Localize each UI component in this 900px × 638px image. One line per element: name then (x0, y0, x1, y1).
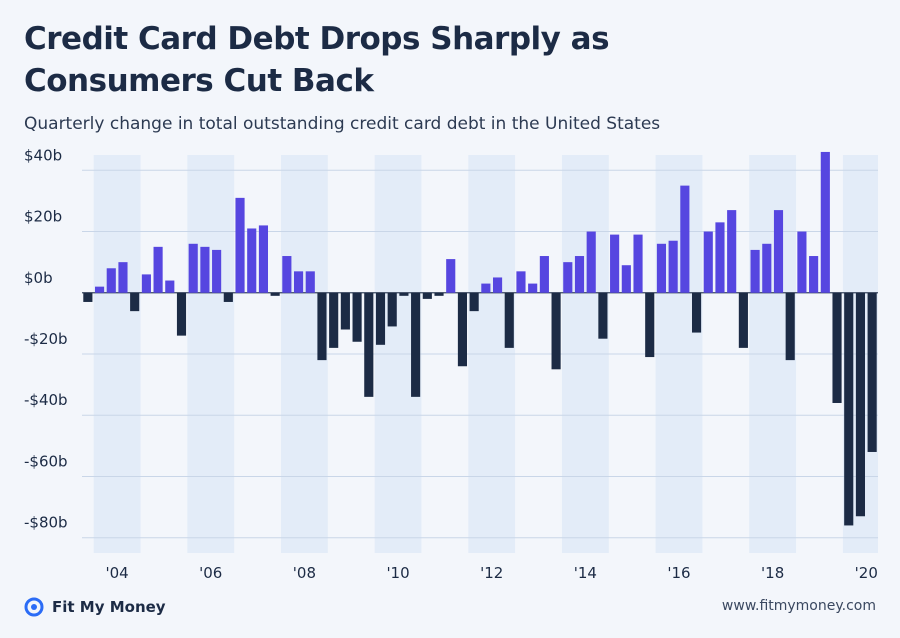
bar (797, 231, 807, 293)
bar (621, 265, 631, 293)
bar (855, 292, 866, 517)
bar (539, 256, 549, 293)
x-tick-label: '18 (761, 564, 784, 582)
bar (492, 277, 503, 293)
bar (551, 292, 561, 370)
bar (715, 222, 725, 293)
x-tick-label: '04 (106, 564, 129, 582)
bar (94, 286, 105, 293)
bar (106, 268, 116, 293)
x-tick-label: '12 (480, 564, 503, 582)
bar (247, 228, 257, 293)
bar (867, 292, 877, 452)
x-tick-label: '06 (199, 564, 222, 582)
bar (176, 292, 187, 336)
bar (434, 292, 444, 296)
bar (516, 271, 526, 293)
x-tick-label: '10 (386, 564, 409, 582)
bar (832, 292, 842, 403)
bar (352, 292, 362, 342)
bar (375, 292, 386, 345)
bar (680, 185, 690, 293)
bar (528, 283, 538, 293)
y-tick-label: -$40b (24, 391, 68, 409)
bar (457, 292, 468, 367)
bar (165, 280, 175, 293)
y-tick-label: $20b (24, 208, 62, 226)
y-tick-label: $0b (24, 269, 53, 287)
brand: Fit My Money (24, 596, 166, 618)
bar (703, 231, 713, 293)
x-tick-label: '16 (667, 564, 690, 582)
bar (130, 292, 140, 312)
bar (820, 151, 830, 293)
bar (785, 292, 795, 361)
chart-subtitle: Quarterly change in total outstanding cr… (24, 114, 661, 134)
bar (212, 249, 222, 293)
x-tick-label: '20 (855, 564, 878, 582)
bar (610, 234, 620, 293)
bar (656, 243, 667, 293)
bar (762, 243, 772, 293)
bar (223, 292, 233, 302)
bar (727, 210, 737, 293)
bar (364, 292, 374, 397)
bar (200, 246, 210, 293)
x-tick-label: '08 (293, 564, 316, 582)
bar (141, 274, 151, 293)
bar (738, 292, 748, 348)
chart-title: Credit Card Debt Drops Sharply as Consum… (24, 21, 610, 99)
bar (750, 249, 760, 293)
y-tick-label: -$60b (24, 452, 68, 470)
bar (504, 292, 514, 348)
bar (668, 240, 678, 293)
bar (387, 292, 397, 327)
bar (188, 243, 198, 293)
bar (258, 225, 269, 293)
bar (399, 292, 409, 296)
bar (153, 246, 163, 293)
bar (446, 259, 456, 293)
bar (282, 256, 292, 293)
y-tick-label: -$80b (24, 514, 68, 532)
bar (422, 292, 432, 299)
bar (118, 262, 128, 293)
target-logo-icon (24, 597, 44, 617)
bar (270, 292, 280, 296)
bar (598, 292, 608, 339)
bar (563, 262, 573, 293)
bar (586, 231, 596, 293)
bar (691, 292, 702, 333)
bar (469, 292, 479, 312)
x-tick-label: '14 (574, 564, 597, 582)
bar (317, 292, 327, 361)
bar (411, 292, 421, 397)
bar (340, 292, 350, 330)
bar (235, 197, 245, 293)
bar (305, 271, 315, 293)
y-tick-label: -$20b (24, 330, 68, 348)
brand-name: Fit My Money (52, 598, 166, 616)
bar (633, 234, 643, 293)
bar (844, 292, 854, 526)
y-tick-label: $40b (24, 146, 62, 164)
bar (83, 292, 93, 302)
bar (773, 210, 784, 293)
bar (293, 271, 304, 293)
bar (574, 256, 585, 293)
bar (329, 292, 339, 348)
bar (809, 256, 819, 293)
website-link[interactable]: www.fitmymoney.com (721, 598, 876, 614)
bar (481, 283, 491, 293)
bar (645, 292, 655, 358)
